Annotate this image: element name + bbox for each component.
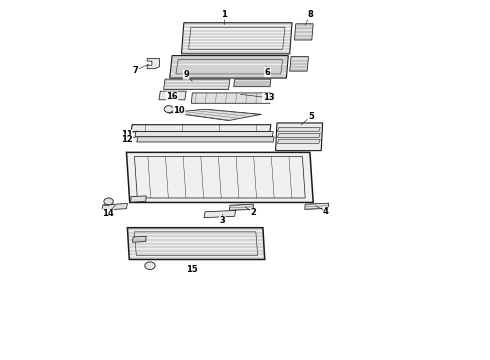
Polygon shape	[181, 23, 292, 54]
Text: 3: 3	[220, 216, 225, 225]
Polygon shape	[131, 196, 146, 202]
Text: 9: 9	[183, 70, 189, 79]
Polygon shape	[277, 127, 320, 132]
Polygon shape	[131, 125, 271, 132]
Polygon shape	[171, 109, 262, 121]
Polygon shape	[147, 58, 159, 69]
Text: 10: 10	[173, 106, 185, 115]
Polygon shape	[164, 79, 230, 89]
Circle shape	[145, 262, 155, 270]
Polygon shape	[204, 210, 236, 218]
Polygon shape	[127, 228, 265, 260]
Text: 14: 14	[102, 210, 114, 219]
Text: 4: 4	[323, 207, 329, 216]
Text: 5: 5	[308, 112, 314, 121]
Text: 11: 11	[121, 130, 132, 139]
Polygon shape	[126, 152, 313, 202]
Polygon shape	[277, 139, 320, 143]
Text: 8: 8	[307, 10, 313, 19]
Polygon shape	[277, 133, 320, 138]
Polygon shape	[159, 91, 186, 100]
Text: 7: 7	[133, 66, 139, 75]
Polygon shape	[234, 79, 271, 87]
Circle shape	[164, 106, 173, 113]
Text: 13: 13	[263, 93, 274, 102]
Text: 6: 6	[265, 68, 270, 77]
Text: 16: 16	[166, 92, 178, 101]
Polygon shape	[275, 123, 322, 150]
Text: 1: 1	[221, 10, 227, 19]
Polygon shape	[290, 57, 309, 71]
Text: 2: 2	[250, 208, 256, 217]
Polygon shape	[229, 204, 253, 210]
Polygon shape	[133, 236, 146, 242]
Polygon shape	[294, 24, 313, 40]
Text: 12: 12	[121, 135, 132, 144]
Polygon shape	[305, 203, 329, 210]
Polygon shape	[137, 137, 274, 142]
Polygon shape	[170, 55, 288, 78]
Text: 15: 15	[186, 265, 198, 274]
Circle shape	[104, 198, 113, 205]
Polygon shape	[102, 203, 127, 210]
Polygon shape	[192, 93, 271, 103]
Polygon shape	[135, 132, 273, 137]
